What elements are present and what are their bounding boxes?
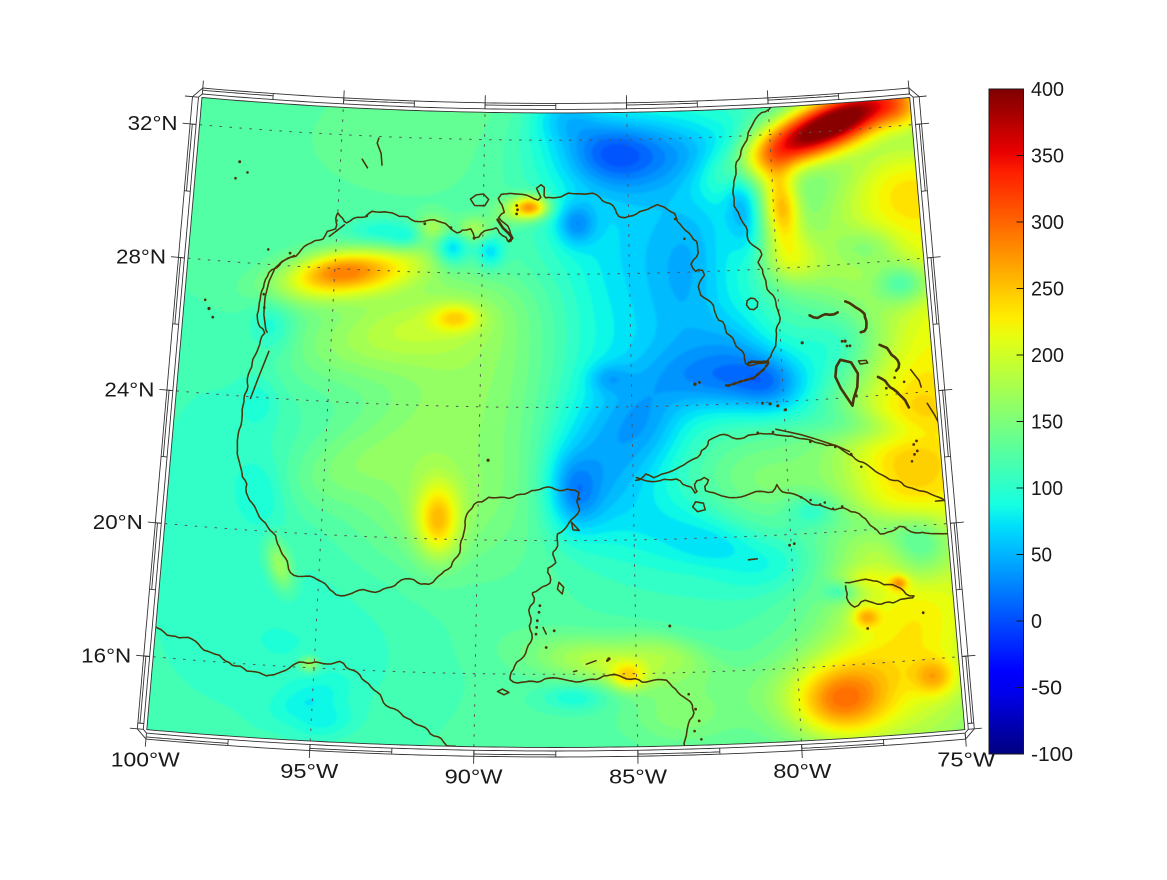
svg-text:350: 350: [1031, 145, 1064, 168]
svg-text:300: 300: [1031, 211, 1064, 234]
svg-text:0: 0: [1031, 610, 1042, 633]
svg-text:90°W: 90°W: [445, 766, 504, 789]
svg-text:-100: -100: [1031, 743, 1073, 766]
svg-text:150: 150: [1031, 411, 1063, 434]
svg-text:400: 400: [1031, 78, 1064, 101]
svg-text:100: 100: [1031, 477, 1063, 500]
svg-text:80°W: 80°W: [773, 760, 832, 783]
svg-text:250: 250: [1031, 278, 1064, 301]
svg-text:28°N: 28°N: [116, 246, 166, 269]
svg-text:20°N: 20°N: [93, 511, 143, 534]
svg-text:16°N: 16°N: [81, 644, 131, 667]
svg-text:100°W: 100°W: [111, 749, 181, 772]
svg-text:75°W: 75°W: [937, 749, 996, 772]
svg-text:-50: -50: [1031, 677, 1062, 700]
svg-text:24°N: 24°N: [104, 378, 154, 401]
svg-text:200: 200: [1031, 344, 1064, 367]
svg-text:50: 50: [1031, 544, 1052, 567]
svg-text:95°W: 95°W: [280, 760, 339, 783]
svg-text:85°W: 85°W: [609, 766, 668, 789]
svg-text:32°N: 32°N: [128, 112, 178, 135]
